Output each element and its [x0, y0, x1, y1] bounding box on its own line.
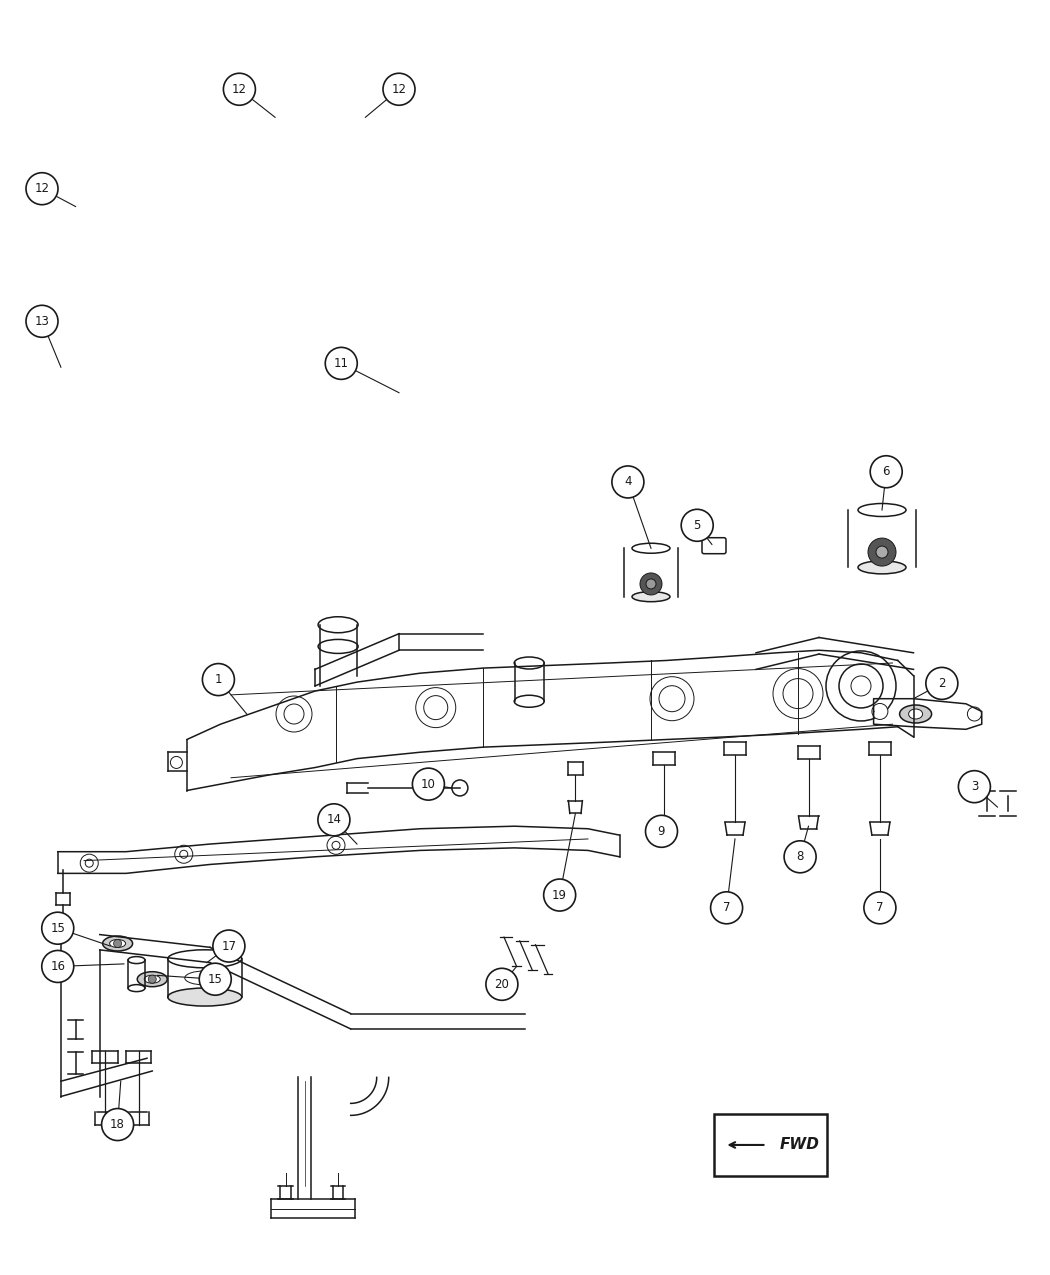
Text: 7: 7 — [876, 901, 884, 914]
Circle shape — [544, 878, 575, 912]
Circle shape — [612, 465, 644, 499]
Text: 19: 19 — [552, 889, 567, 901]
Ellipse shape — [185, 972, 225, 984]
FancyBboxPatch shape — [702, 538, 726, 553]
Ellipse shape — [900, 705, 931, 723]
Ellipse shape — [868, 538, 896, 566]
Circle shape — [383, 73, 415, 106]
Text: 15: 15 — [50, 922, 65, 935]
Text: 14: 14 — [327, 813, 341, 826]
Text: 1: 1 — [214, 673, 223, 686]
Circle shape — [80, 854, 99, 872]
Circle shape — [327, 836, 345, 854]
Ellipse shape — [858, 504, 906, 516]
Text: 7: 7 — [722, 901, 731, 914]
Circle shape — [967, 708, 982, 720]
Circle shape — [213, 929, 245, 963]
Text: 15: 15 — [208, 973, 223, 986]
Text: 9: 9 — [657, 825, 666, 838]
Ellipse shape — [144, 975, 161, 983]
Circle shape — [681, 509, 713, 542]
Ellipse shape — [632, 543, 670, 553]
Circle shape — [148, 975, 156, 983]
Text: FWD: FWD — [780, 1137, 820, 1153]
Text: 10: 10 — [421, 778, 436, 790]
Text: 18: 18 — [110, 1118, 125, 1131]
Circle shape — [486, 968, 518, 1001]
Text: 8: 8 — [796, 850, 804, 863]
Circle shape — [102, 1108, 133, 1141]
Ellipse shape — [109, 940, 126, 947]
Circle shape — [113, 940, 122, 947]
Ellipse shape — [168, 988, 242, 1006]
Text: 2: 2 — [938, 677, 946, 690]
Text: 5: 5 — [693, 519, 701, 532]
Ellipse shape — [128, 984, 145, 992]
Circle shape — [864, 891, 896, 924]
Circle shape — [203, 663, 234, 696]
Circle shape — [318, 803, 350, 836]
Circle shape — [174, 845, 193, 863]
Ellipse shape — [908, 709, 923, 719]
Circle shape — [42, 912, 74, 945]
Ellipse shape — [640, 572, 662, 595]
Circle shape — [26, 305, 58, 338]
Circle shape — [784, 840, 816, 873]
Circle shape — [42, 950, 74, 983]
Ellipse shape — [138, 972, 167, 987]
Circle shape — [711, 891, 742, 924]
Circle shape — [926, 667, 958, 700]
Text: 16: 16 — [50, 960, 65, 973]
Ellipse shape — [168, 950, 242, 968]
Text: 12: 12 — [35, 182, 49, 195]
Circle shape — [646, 815, 677, 848]
Text: 4: 4 — [624, 476, 632, 488]
Circle shape — [26, 172, 58, 205]
Circle shape — [200, 963, 231, 996]
Circle shape — [872, 704, 888, 719]
Ellipse shape — [646, 579, 656, 589]
Circle shape — [224, 73, 255, 106]
Text: 3: 3 — [970, 780, 979, 793]
FancyBboxPatch shape — [714, 1114, 827, 1176]
Circle shape — [870, 455, 902, 488]
Ellipse shape — [103, 936, 132, 951]
Ellipse shape — [858, 561, 906, 574]
Text: 17: 17 — [222, 940, 236, 952]
Ellipse shape — [128, 956, 145, 964]
Circle shape — [326, 347, 357, 380]
Text: 12: 12 — [392, 83, 406, 96]
Circle shape — [413, 768, 444, 801]
Text: 13: 13 — [35, 315, 49, 328]
Ellipse shape — [632, 592, 670, 602]
Text: 6: 6 — [882, 465, 890, 478]
Circle shape — [452, 780, 468, 796]
Ellipse shape — [876, 546, 888, 558]
Text: 20: 20 — [495, 978, 509, 991]
Text: 12: 12 — [232, 83, 247, 96]
Circle shape — [959, 770, 990, 803]
Text: 11: 11 — [334, 357, 349, 370]
